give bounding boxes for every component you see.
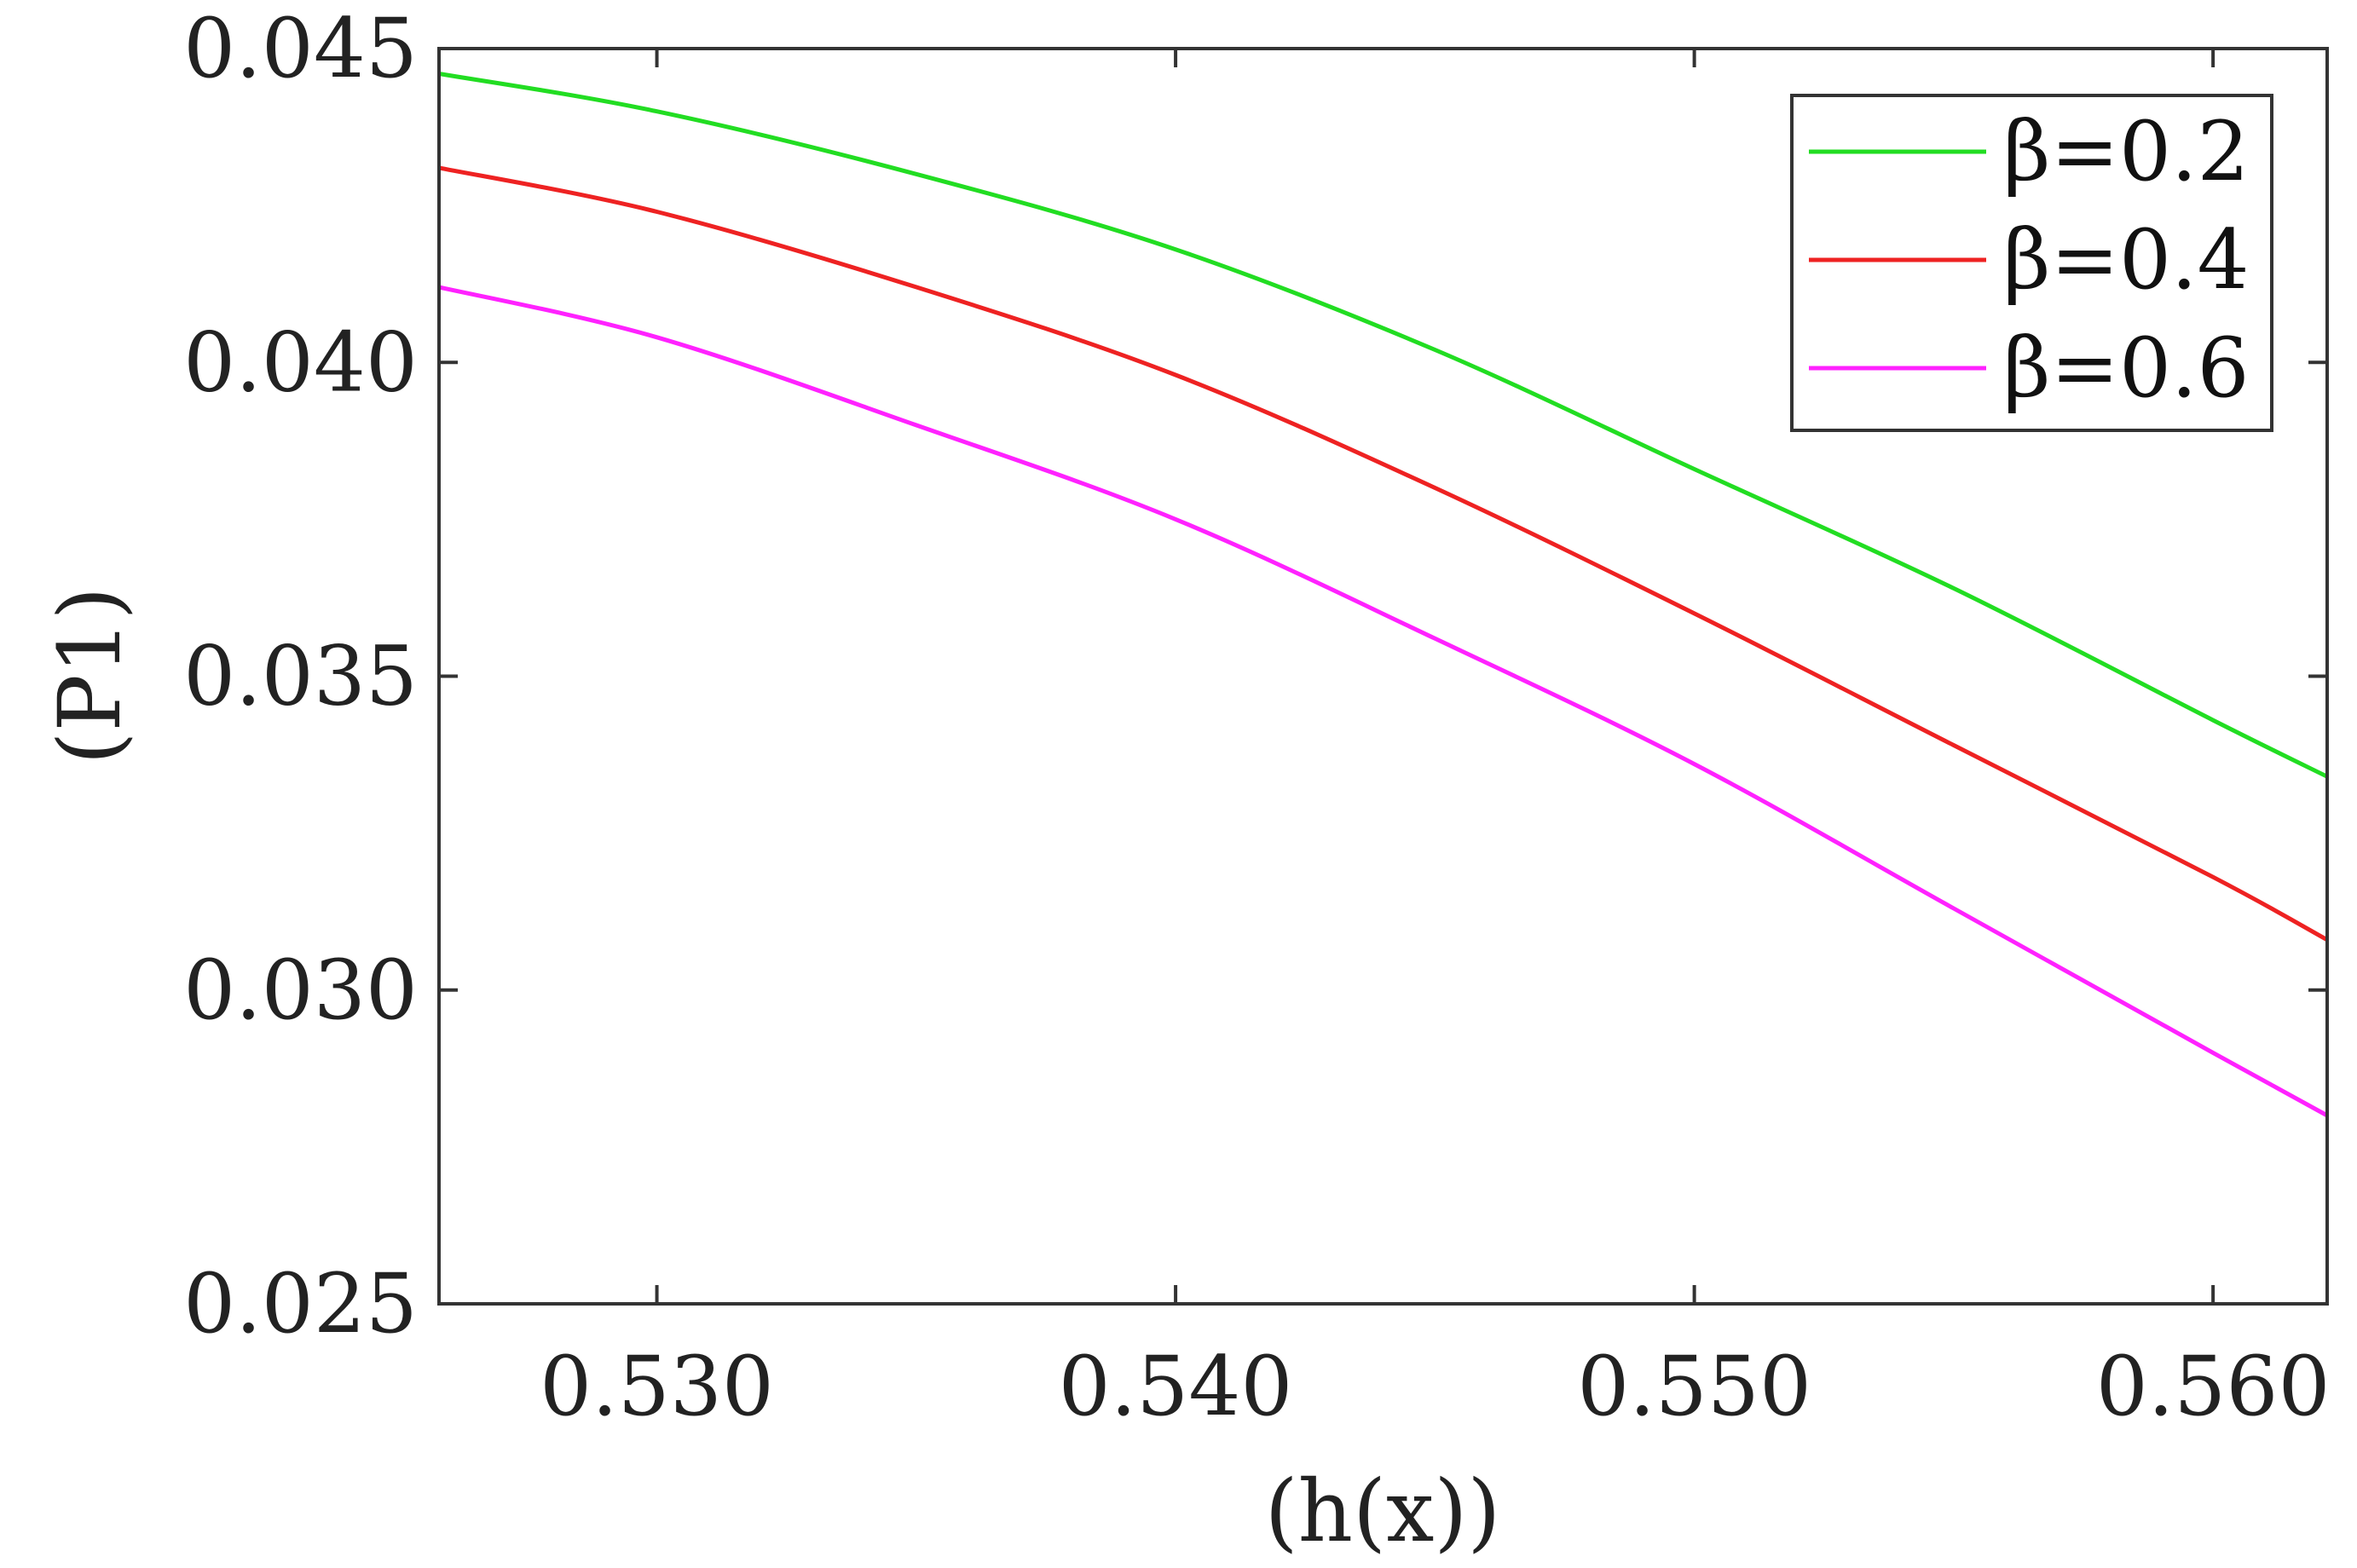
- y-tick-label: 0.030: [183, 943, 418, 1038]
- y-tick-label: 0.040: [183, 314, 418, 410]
- x-tick-label: 0.540: [1059, 1339, 1293, 1434]
- series-line-1: [438, 72, 2329, 779]
- legend-label-3: β=0.6: [2003, 320, 2250, 416]
- series-line-3: [438, 285, 2329, 1118]
- axis-ticks: [439, 47, 2327, 1306]
- legend: β=0.2 β=0.4 β=0.6: [1790, 94, 2273, 432]
- x-tick-label: 0.550: [1577, 1339, 1811, 1434]
- legend-label-2: β=0.4: [2003, 212, 2250, 308]
- y-axis-label: (P1): [40, 587, 140, 765]
- series-lines: [438, 72, 2329, 1118]
- y-tick-labels: 0.025 0.030 0.035 0.040 0.045: [183, 1, 418, 1352]
- y-tick-label: 0.045: [183, 1, 418, 96]
- x-tick-label: 0.560: [2096, 1339, 2331, 1434]
- y-tick-label: 0.025: [183, 1256, 418, 1352]
- x-axis-label: (h(x)): [1265, 1461, 1501, 1561]
- x-tick-labels: 0.530 0.540 0.550 0.560: [540, 1339, 2330, 1434]
- legend-label-1: β=0.2: [2003, 104, 2250, 199]
- legend-entries: β=0.2 β=0.4 β=0.6: [1809, 104, 2250, 416]
- series-line-2: [438, 165, 2329, 942]
- x-tick-label: 0.530: [540, 1339, 774, 1434]
- y-tick-label: 0.035: [183, 629, 418, 724]
